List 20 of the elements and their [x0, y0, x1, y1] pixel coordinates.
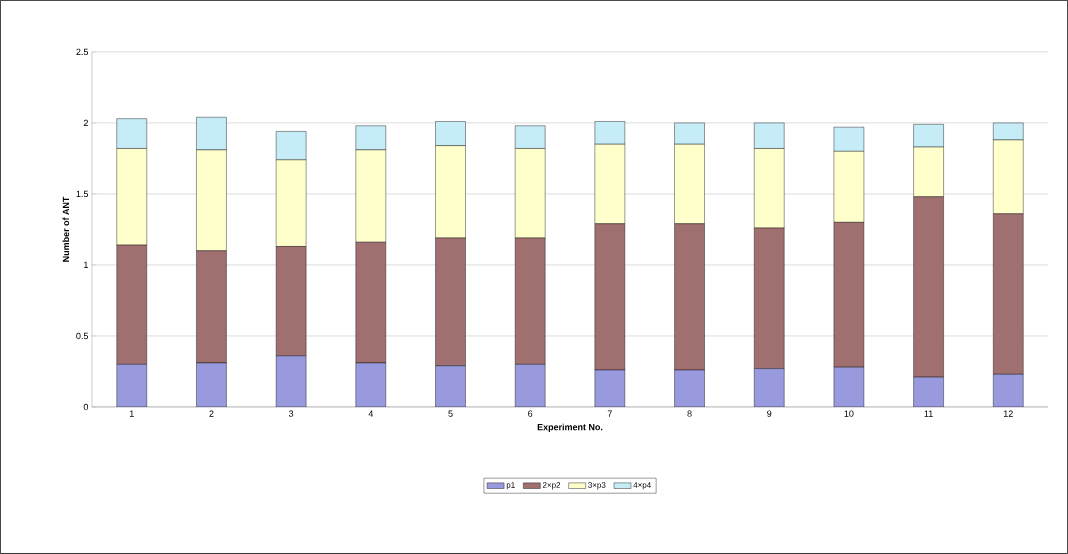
x-axis-title: Experiment No.: [537, 423, 603, 433]
y-tick-label: 1.5: [76, 190, 89, 198]
y-tick-label: 1: [84, 261, 88, 269]
x-tick-label: 1: [129, 410, 134, 417]
x-tick-label: 6: [528, 410, 533, 417]
y-tick-label: 0: [83, 403, 89, 411]
x-tick-label: 10: [844, 410, 854, 417]
x-tick-label: 9: [767, 410, 772, 417]
y-axis-title: Number of ANT: [62, 196, 70, 262]
x-tick-label: 12: [1003, 410, 1013, 417]
x-tick-label: 3: [288, 410, 294, 417]
y-tick-label: 2.5: [76, 48, 89, 56]
x-tick-label: 8: [687, 410, 692, 417]
y-tick-label: 2: [83, 119, 88, 127]
x-tick-label: 7: [607, 410, 612, 417]
x-tick-label: 11: [924, 410, 933, 417]
x-tick-label: 4: [368, 410, 374, 417]
x-tick-label: 2: [209, 410, 214, 417]
y-tick-label: 0.5: [76, 332, 89, 340]
x-tick-label: 5: [448, 410, 453, 417]
